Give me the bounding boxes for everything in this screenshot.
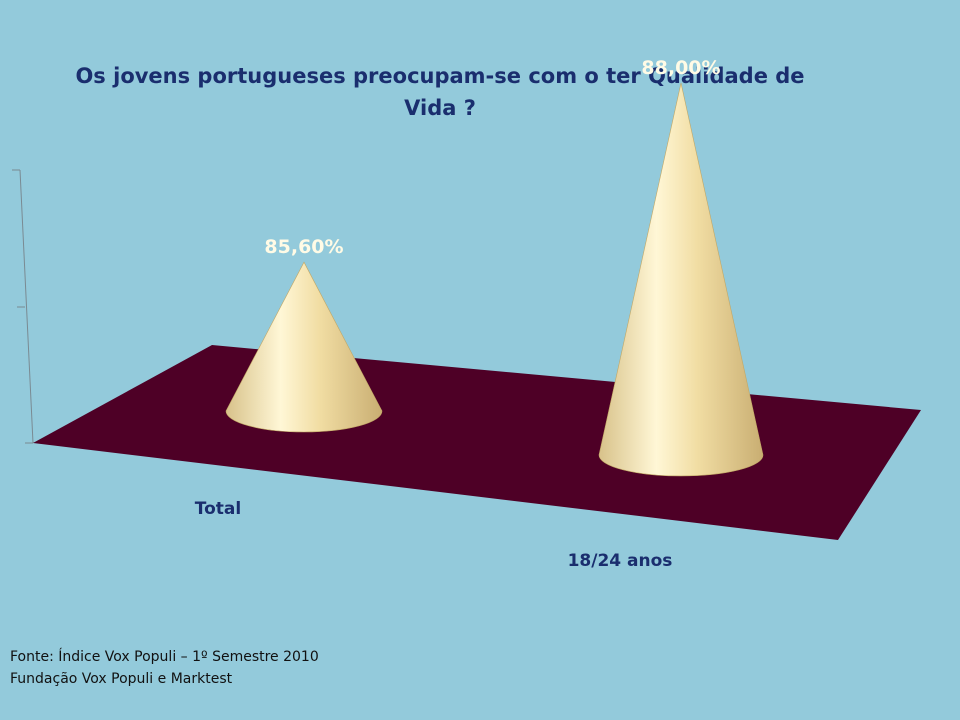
- source-note: Fonte: Índice Vox Populi – 1º Semestre 2…: [10, 646, 319, 690]
- cone-2: 88,00%: [598, 57, 764, 477]
- cone-series: 85,60% 88,00%: [225, 57, 764, 477]
- cone-body-1: [225, 261, 383, 433]
- source-line-2: Fundação Vox Populi e Marktest: [10, 671, 233, 687]
- data-label-2: 88,00%: [641, 57, 720, 79]
- value-axis-line: [19, 169, 34, 444]
- source-line-1: Fonte: Índice Vox Populi – 1º Semestre 2…: [10, 649, 319, 665]
- chart-title: Os jovens portugueses preocupam-se com o…: [60, 60, 820, 124]
- category-label-total: Total: [195, 499, 241, 519]
- chart-title-line-1: Os jovens portugueses preocupam-se com o…: [75, 64, 805, 88]
- chart-title-line-2: Vida ?: [404, 96, 476, 120]
- category-label-18-24: 18/24 anos: [568, 551, 673, 571]
- data-label-1: 85,60%: [264, 236, 343, 258]
- cone-1: 85,60%: [225, 236, 383, 433]
- cone-body-2: [598, 82, 764, 477]
- value-axis: [12, 169, 34, 444]
- chart-floor: [33, 345, 921, 540]
